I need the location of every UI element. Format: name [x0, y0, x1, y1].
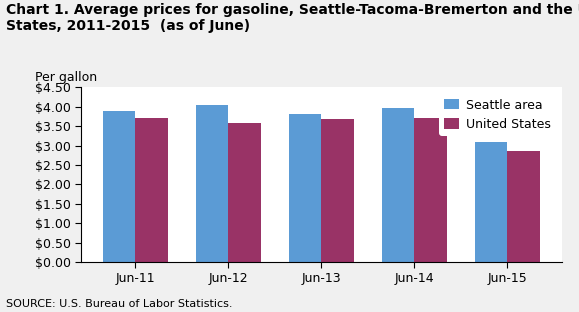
Bar	[135, 118, 168, 262]
Bar	[228, 123, 261, 262]
Text: Per gallon: Per gallon	[35, 71, 97, 84]
Text: Chart 1. Average prices for gasoline, Seattle-Tacoma-Bremerton and the United
St: Chart 1. Average prices for gasoline, Se…	[6, 3, 579, 33]
Bar	[103, 111, 135, 262]
Bar	[415, 118, 447, 262]
Bar	[382, 108, 415, 262]
Bar	[507, 151, 540, 262]
Bar	[321, 119, 354, 262]
Legend: Seattle area, United States: Seattle area, United States	[439, 94, 555, 136]
Bar	[196, 105, 228, 262]
Bar	[475, 142, 507, 262]
Bar	[289, 114, 321, 262]
Text: SOURCE: U.S. Bureau of Labor Statistics.: SOURCE: U.S. Bureau of Labor Statistics.	[6, 299, 232, 309]
